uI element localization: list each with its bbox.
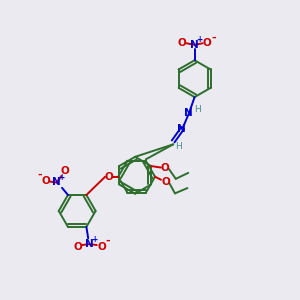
Text: O: O	[61, 166, 69, 176]
Text: -: -	[106, 236, 110, 246]
Text: O: O	[203, 38, 212, 48]
Text: N: N	[190, 40, 199, 50]
Text: O: O	[105, 172, 114, 182]
Text: H: H	[175, 142, 182, 151]
Text: N: N	[184, 108, 193, 118]
Text: N: N	[177, 124, 186, 134]
Text: -: -	[211, 33, 216, 43]
Text: O: O	[98, 242, 106, 251]
Text: +: +	[91, 235, 98, 244]
Text: O: O	[161, 177, 170, 187]
Text: -: -	[37, 170, 42, 180]
Text: +: +	[58, 172, 64, 182]
Text: O: O	[41, 176, 50, 186]
Text: H: H	[194, 105, 201, 114]
Text: O: O	[73, 242, 82, 251]
Text: +: +	[196, 35, 203, 44]
Text: N: N	[85, 239, 94, 249]
Text: O: O	[160, 163, 169, 172]
Text: N: N	[52, 178, 61, 188]
Text: O: O	[178, 38, 187, 48]
